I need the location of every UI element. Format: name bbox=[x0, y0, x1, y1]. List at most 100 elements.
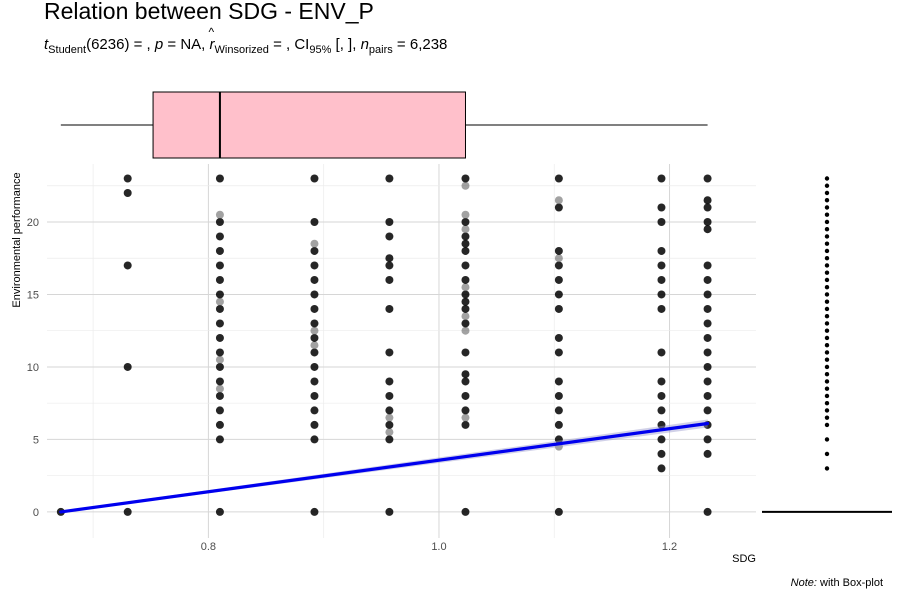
data-point bbox=[215, 355, 224, 364]
data-point bbox=[310, 246, 319, 255]
data-point bbox=[554, 507, 563, 516]
data-point bbox=[385, 406, 394, 415]
data-point bbox=[385, 435, 394, 444]
data-point bbox=[461, 413, 470, 422]
y-tick-label: 20 bbox=[27, 217, 39, 229]
y-axis-title: Environmental performance bbox=[11, 172, 23, 307]
data-point bbox=[215, 275, 224, 284]
data-point bbox=[310, 348, 319, 357]
data-point bbox=[461, 319, 470, 328]
data-point bbox=[215, 406, 224, 415]
data-point bbox=[554, 290, 563, 299]
data-point bbox=[385, 348, 394, 357]
data-point bbox=[215, 210, 224, 219]
data-point bbox=[385, 428, 394, 437]
data-point bbox=[703, 449, 712, 458]
data-point bbox=[123, 188, 132, 197]
data-points bbox=[56, 174, 712, 516]
data-point bbox=[385, 413, 394, 422]
data-point bbox=[215, 362, 224, 371]
data-point bbox=[703, 290, 712, 299]
t-symbol: t bbox=[44, 36, 49, 53]
data-point bbox=[215, 232, 224, 241]
data-point bbox=[657, 420, 666, 429]
marginal-outlier-dot bbox=[824, 212, 830, 217]
data-point bbox=[554, 275, 563, 284]
data-point bbox=[215, 384, 224, 393]
data-point bbox=[703, 261, 712, 270]
data-point bbox=[385, 261, 394, 270]
y-tick-label: 15 bbox=[27, 289, 39, 301]
marginal-outlier-dot bbox=[824, 277, 830, 283]
regression-line bbox=[59, 421, 710, 514]
data-point bbox=[703, 225, 712, 234]
data-point bbox=[215, 304, 224, 313]
t-subscript: Student bbox=[48, 44, 87, 56]
data-point bbox=[461, 507, 470, 516]
data-point bbox=[554, 333, 563, 342]
marginal-outlier-dot bbox=[824, 219, 830, 225]
data-point bbox=[461, 275, 470, 284]
marginal-outlier-dot bbox=[824, 314, 830, 319]
data-point bbox=[657, 246, 666, 255]
marginal-outlier-dot bbox=[824, 328, 830, 333]
data-point bbox=[310, 174, 319, 183]
data-point bbox=[703, 507, 712, 516]
data-point bbox=[310, 333, 319, 342]
data-point bbox=[461, 377, 470, 386]
marginal-outlier-dot bbox=[824, 400, 830, 406]
data-point bbox=[657, 217, 666, 226]
data-point bbox=[215, 420, 224, 429]
y-tick-label: 5 bbox=[33, 434, 39, 446]
x-axis-ticks: 0.8 1.0 1.2 bbox=[201, 541, 677, 553]
r-hat-symbol: r bbox=[209, 25, 215, 53]
marginal-outlier-dot bbox=[824, 299, 830, 304]
marginal-outlier-dot bbox=[824, 321, 830, 326]
marginal-outlier-dot bbox=[824, 408, 830, 413]
data-point bbox=[461, 225, 470, 234]
marginal-outlier-dot bbox=[824, 227, 830, 232]
data-point bbox=[461, 174, 470, 183]
marginal-outlier-dot bbox=[824, 451, 830, 457]
data-point bbox=[461, 326, 470, 335]
n-pairs-text: = 6,238 bbox=[392, 36, 448, 53]
data-point bbox=[310, 377, 319, 386]
data-point bbox=[554, 377, 563, 386]
data-point bbox=[310, 420, 319, 429]
marginal-outlier-dot bbox=[824, 263, 830, 268]
data-point bbox=[461, 304, 470, 313]
r-value-text: = , CI bbox=[268, 36, 310, 53]
data-point bbox=[703, 174, 712, 183]
caption-note-label: Note: bbox=[790, 577, 817, 589]
data-point bbox=[703, 304, 712, 313]
y-tick-label: 0 bbox=[33, 507, 39, 519]
data-point bbox=[703, 362, 712, 371]
data-point bbox=[461, 370, 470, 379]
n-symbol: n bbox=[360, 36, 369, 53]
data-point bbox=[461, 290, 470, 299]
data-point bbox=[310, 239, 319, 248]
data-point bbox=[657, 406, 666, 415]
data-point bbox=[215, 391, 224, 400]
data-point bbox=[123, 362, 132, 371]
t-statistic-text: (6236) = , bbox=[86, 36, 155, 53]
marginal-outlier-dot bbox=[824, 292, 830, 297]
data-point bbox=[657, 290, 666, 299]
caption-note-text: with Box-plot bbox=[816, 577, 883, 589]
data-point bbox=[703, 333, 712, 342]
data-point bbox=[310, 275, 319, 284]
data-point bbox=[461, 312, 470, 321]
data-point bbox=[215, 377, 224, 386]
data-point bbox=[385, 232, 394, 241]
p-symbol: p bbox=[154, 36, 164, 53]
data-point bbox=[310, 217, 319, 226]
ci-text: [, ], bbox=[331, 36, 361, 53]
data-point bbox=[123, 174, 132, 183]
data-point bbox=[703, 319, 712, 328]
data-point bbox=[310, 341, 319, 350]
data-point bbox=[657, 377, 666, 386]
marginal-outlier-dot bbox=[824, 190, 830, 196]
data-point bbox=[703, 217, 712, 226]
data-point bbox=[461, 297, 470, 306]
marginal-outlier-dot bbox=[824, 364, 830, 370]
